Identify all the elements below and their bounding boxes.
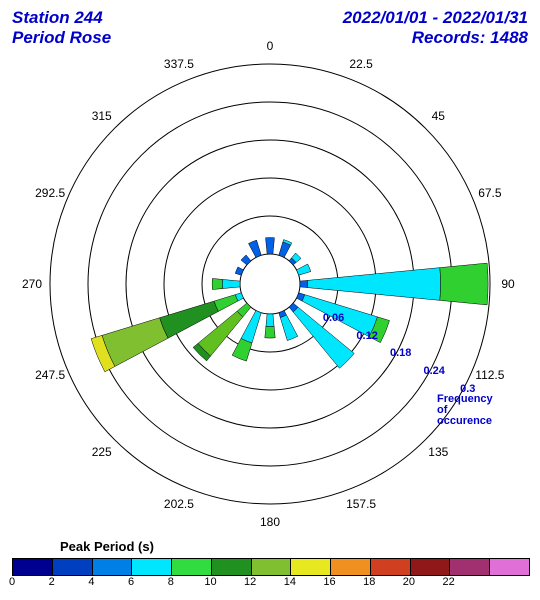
legend-swatch — [490, 559, 529, 575]
degree-label: 337.5 — [164, 57, 194, 71]
legend-tick: 6 — [128, 576, 134, 588]
degree-label: 270 — [22, 277, 42, 291]
radial-label: 0.06 — [323, 312, 344, 324]
legend-swatch — [450, 559, 490, 575]
degree-label: 225 — [92, 445, 112, 459]
legend-swatch — [13, 559, 53, 575]
legend-swatch — [93, 559, 133, 575]
legend-tick: 12 — [244, 576, 256, 588]
degree-label: 202.5 — [164, 497, 194, 511]
legend-tick: 20 — [403, 576, 415, 588]
legend-swatch — [172, 559, 212, 575]
legend-title: Peak Period (s) — [60, 539, 154, 554]
legend-tick: 16 — [323, 576, 335, 588]
legend-swatch — [252, 559, 292, 575]
legend-swatch — [411, 559, 451, 575]
degree-label: 135 — [428, 445, 448, 459]
legend-tick: 10 — [204, 576, 216, 588]
legend-tick: 22 — [442, 576, 454, 588]
legend-tick: 18 — [363, 576, 375, 588]
legend-swatch — [212, 559, 252, 575]
degree-label: 180 — [260, 515, 280, 529]
radial-label: 0.18 — [390, 347, 411, 359]
polar-svg — [0, 20, 540, 540]
radial-label: 0.24 — [424, 365, 445, 377]
legend-swatch — [132, 559, 172, 575]
legend-bar: 0 2 4 6 8 10 12 14 16 18 20 22 — [12, 558, 528, 586]
degree-label: 90 — [501, 277, 514, 291]
legend-swatch — [371, 559, 411, 575]
degree-label: 292.5 — [35, 186, 65, 200]
frequency-label: Frequencyofoccurence — [437, 394, 493, 427]
degree-label: 22.5 — [349, 57, 372, 71]
degree-label: 112.5 — [475, 368, 504, 382]
legend-swatch — [53, 559, 93, 575]
legend-tick: 0 — [9, 576, 15, 588]
legend-tick: 14 — [284, 576, 296, 588]
degree-label: 45 — [432, 109, 445, 123]
degree-label: 157.5 — [346, 497, 376, 511]
polar-chart: 0 22.5 45 67.5 90 112.5 135 157.5 180 202.5 225 247… — [0, 20, 540, 540]
legend-swatch — [291, 559, 331, 575]
degree-label: 0 — [267, 39, 274, 53]
legend-swatch — [331, 559, 371, 575]
legend-tick: 8 — [168, 576, 174, 588]
degree-label: 247.5 — [35, 368, 65, 382]
legend-tick: 2 — [49, 576, 55, 588]
degree-label: 67.5 — [478, 186, 501, 200]
radial-label: 0.12 — [356, 330, 377, 342]
degree-label: 315 — [92, 109, 112, 123]
legend-tick: 4 — [88, 576, 94, 588]
